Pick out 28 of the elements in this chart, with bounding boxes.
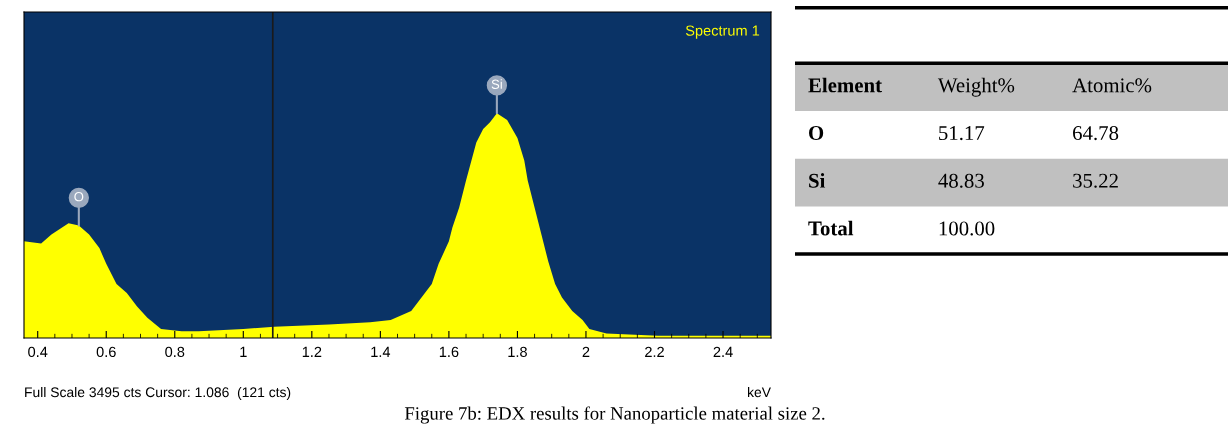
text: 64.78 bbox=[1073, 126, 1119, 141]
x-tick-label: 1.6 bbox=[439, 346, 459, 358]
text: Si bbox=[809, 173, 826, 188]
text: 51.17 bbox=[939, 126, 985, 141]
x-tick-label: 1 bbox=[240, 346, 247, 357]
text: 48.83 bbox=[938, 173, 984, 188]
chart-title: Spectrum 1 bbox=[685, 25, 760, 39]
text: Total bbox=[808, 220, 854, 236]
annotation: O bbox=[74, 192, 84, 202]
text: Element bbox=[808, 77, 882, 93]
text: Full Scale 3495 cts Cursor: 1.086 (121 cts) bbox=[25, 386, 291, 400]
x-tick-label: 2.4 bbox=[713, 346, 733, 357]
text: O bbox=[809, 126, 824, 141]
annotation: Si bbox=[491, 79, 502, 89]
text: 35.22 bbox=[1073, 173, 1118, 188]
x-tick-label: 1.8 bbox=[508, 346, 527, 358]
caption: Figure 7b: EDX results for Nanoparticle material size 2. bbox=[404, 406, 825, 424]
x-tick-label: 2 bbox=[582, 346, 590, 357]
x-tick-label: 0.8 bbox=[165, 346, 185, 358]
text: Atomic% bbox=[1072, 78, 1152, 93]
x-axis-title: keV bbox=[748, 386, 771, 398]
x-tick-label: 0.4 bbox=[28, 346, 48, 358]
text: Weight% bbox=[937, 77, 1015, 97]
text: 100.00 bbox=[939, 221, 995, 236]
x-tick-label: 0.6 bbox=[96, 346, 116, 358]
x-tick-label: 1.4 bbox=[371, 346, 391, 357]
x-tick-label: 1.2 bbox=[302, 346, 322, 357]
x-tick-label: 2.2 bbox=[645, 346, 664, 357]
